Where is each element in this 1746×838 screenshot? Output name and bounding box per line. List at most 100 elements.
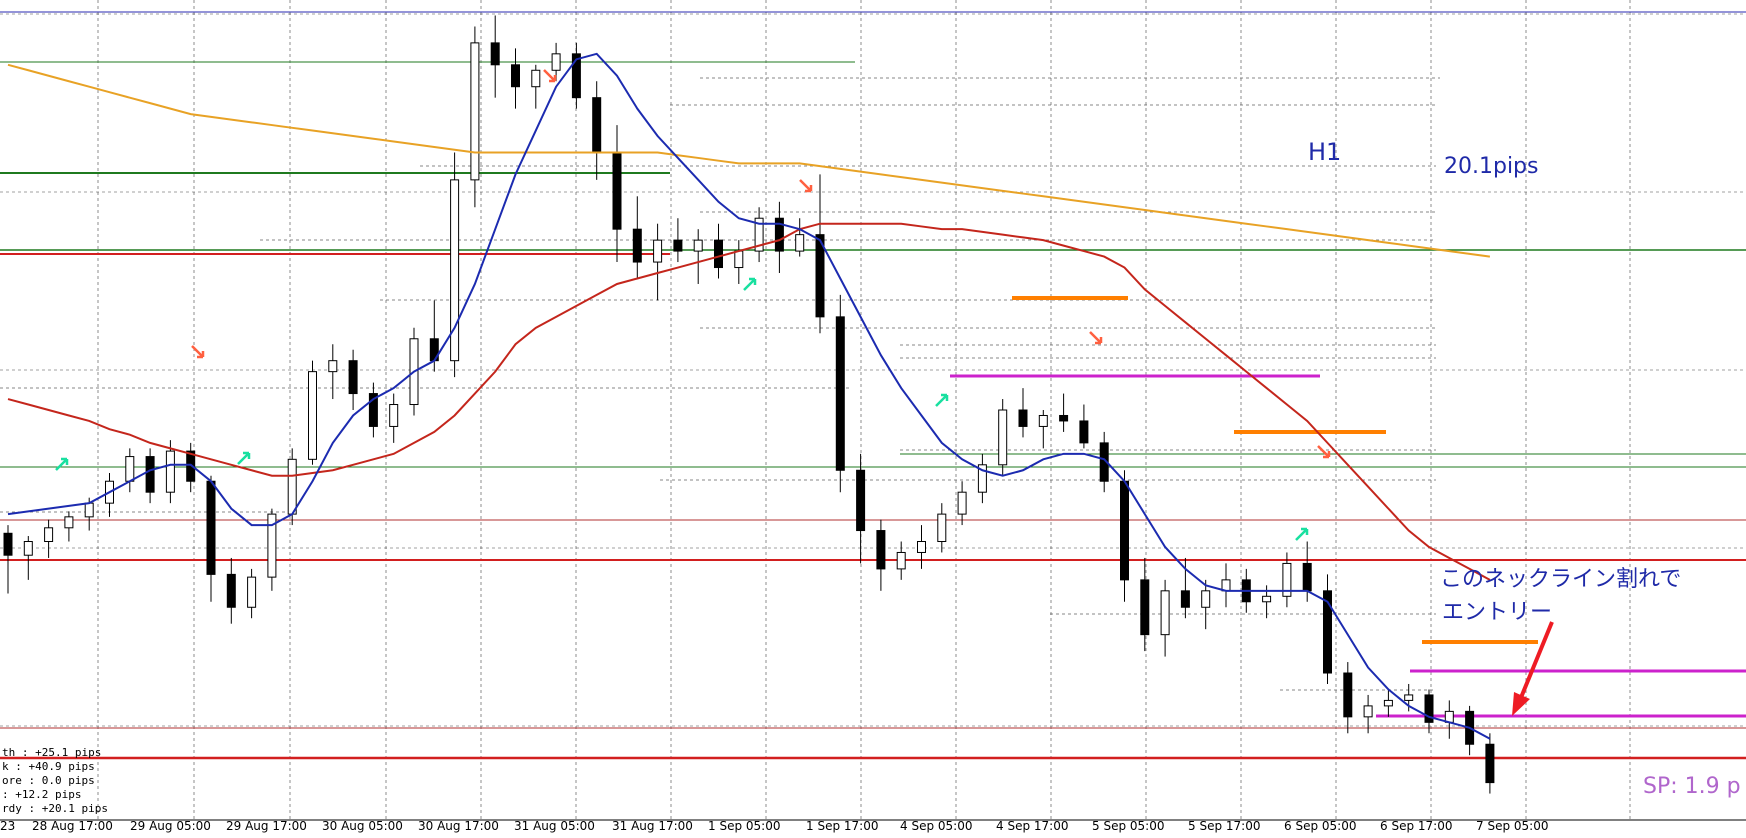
ma-mid-line	[7, 222, 1491, 581]
candle-body	[23, 541, 33, 556]
candle-body	[1201, 590, 1211, 608]
entry-arrow-head	[1512, 692, 1530, 716]
x-tick-label: 6 Sep 17:00	[1380, 819, 1452, 833]
candle-body	[1383, 699, 1393, 707]
x-tick-label: 31 Aug 17:00	[612, 819, 693, 833]
candle-body	[774, 217, 784, 252]
sell-signal-arrow	[799, 179, 813, 193]
candle-body	[693, 239, 703, 252]
candle-body	[531, 69, 541, 88]
x-tick-label: 23	[0, 819, 15, 833]
ma-slow-line	[7, 63, 1491, 258]
x-axis: 23 28 Aug 17:00 29 Aug 05:00 29 Aug 17:00 30…	[0, 819, 1548, 833]
x-tick-label: 7 Sep 05:00	[1476, 819, 1548, 833]
x-tick-label: 30 Aug 05:00	[322, 819, 403, 833]
candle-body	[3, 532, 13, 556]
annotation-line-2: エントリー	[1442, 600, 1552, 625]
buy-signal-arrow	[237, 451, 251, 465]
stats-panel: th : +25.1 pips k : +40.9 pips ore : 0.0…	[2, 746, 108, 815]
candle-body	[328, 360, 338, 373]
spread-label: SP: 1.9 p	[1643, 774, 1741, 799]
candle-body	[835, 316, 845, 471]
buy-signal-arrow	[935, 393, 949, 407]
candle-body	[937, 513, 947, 543]
buy-signal-arrow	[55, 457, 69, 471]
candlestick-series	[3, 15, 1495, 794]
x-tick-label: 5 Sep 05:00	[1092, 819, 1164, 833]
candle-body	[186, 450, 196, 482]
candle-body	[1038, 414, 1048, 427]
candle-body	[632, 228, 642, 263]
stats-line: : +12.2 pips	[2, 788, 81, 801]
x-tick-label: 28 Aug 17:00	[32, 819, 113, 833]
pips-label: 20.1pips	[1444, 154, 1539, 179]
candle-body	[653, 239, 663, 263]
sell-signal-arrow	[1317, 445, 1331, 459]
candle-body	[1343, 672, 1353, 718]
candle-body	[348, 360, 358, 395]
candle-body	[795, 234, 805, 252]
x-tick-label: 31 Aug 05:00	[514, 819, 595, 833]
candle-body	[470, 42, 480, 181]
candle-body	[1140, 579, 1150, 636]
x-tick-label: 4 Sep 17:00	[996, 819, 1068, 833]
candle-body	[308, 371, 317, 460]
x-tick-label: 29 Aug 05:00	[130, 819, 211, 833]
candle-body	[1424, 694, 1434, 723]
candle-body	[490, 42, 500, 66]
candle-body	[856, 469, 866, 532]
candle-body	[44, 527, 54, 543]
horizontal-levels	[0, 11, 1746, 760]
candle-body	[1079, 420, 1089, 444]
candle-body	[287, 458, 297, 515]
candle-body	[1018, 409, 1028, 427]
candle-body	[734, 250, 744, 269]
candle-body	[165, 450, 175, 493]
candle-body	[226, 573, 236, 608]
candle-body	[1180, 590, 1190, 608]
moving-averages	[7, 52, 1491, 740]
candle-body	[1282, 562, 1292, 597]
candle-body	[1404, 694, 1414, 701]
stats-line: th : +25.1 pips	[2, 746, 101, 759]
candle-body	[267, 513, 277, 578]
x-tick-label: 6 Sep 05:00	[1284, 819, 1356, 833]
candle-body	[1059, 414, 1069, 422]
candle-body	[592, 97, 602, 153]
ma-fast-line	[7, 52, 1491, 740]
candle-body	[998, 409, 1008, 466]
stats-line: k : +40.9 pips	[2, 760, 95, 773]
stats-line: rdy : +20.1 pips	[2, 802, 108, 815]
chart-grid	[0, 0, 1746, 821]
candle-body	[673, 239, 683, 252]
entry-arrow-shaft	[1518, 621, 1554, 701]
candle-body	[511, 64, 520, 88]
sell-signal-arrow	[1089, 331, 1103, 345]
candle-body	[1120, 480, 1129, 581]
candle-body	[389, 404, 399, 427]
candle-body	[896, 551, 906, 570]
candle-body	[145, 456, 155, 493]
candle-body	[64, 516, 74, 529]
timeframe-label: H1	[1308, 138, 1341, 166]
candle-body	[551, 53, 561, 71]
x-tick-label: 1 Sep 17:00	[806, 819, 878, 833]
sell-signal-arrow	[543, 69, 557, 83]
candle-body	[977, 464, 987, 493]
candle-body	[1262, 595, 1272, 603]
candle-body	[125, 456, 135, 482]
x-tick-label: 29 Aug 17:00	[226, 819, 307, 833]
candle-body	[917, 541, 926, 553]
x-tick-label: 4 Sep 05:00	[900, 819, 972, 833]
candle-body	[1099, 442, 1109, 482]
x-tick-label: 1 Sep 05:00	[708, 819, 780, 833]
x-tick-label: 5 Sep 17:00	[1188, 819, 1260, 833]
candle-body	[1302, 562, 1312, 592]
candle-body	[450, 179, 460, 362]
candle-body	[957, 491, 967, 515]
candle-body	[1323, 590, 1332, 674]
stats-line: ore : 0.0 pips	[2, 774, 95, 787]
x-tick-label: 30 Aug 17:00	[418, 819, 499, 833]
